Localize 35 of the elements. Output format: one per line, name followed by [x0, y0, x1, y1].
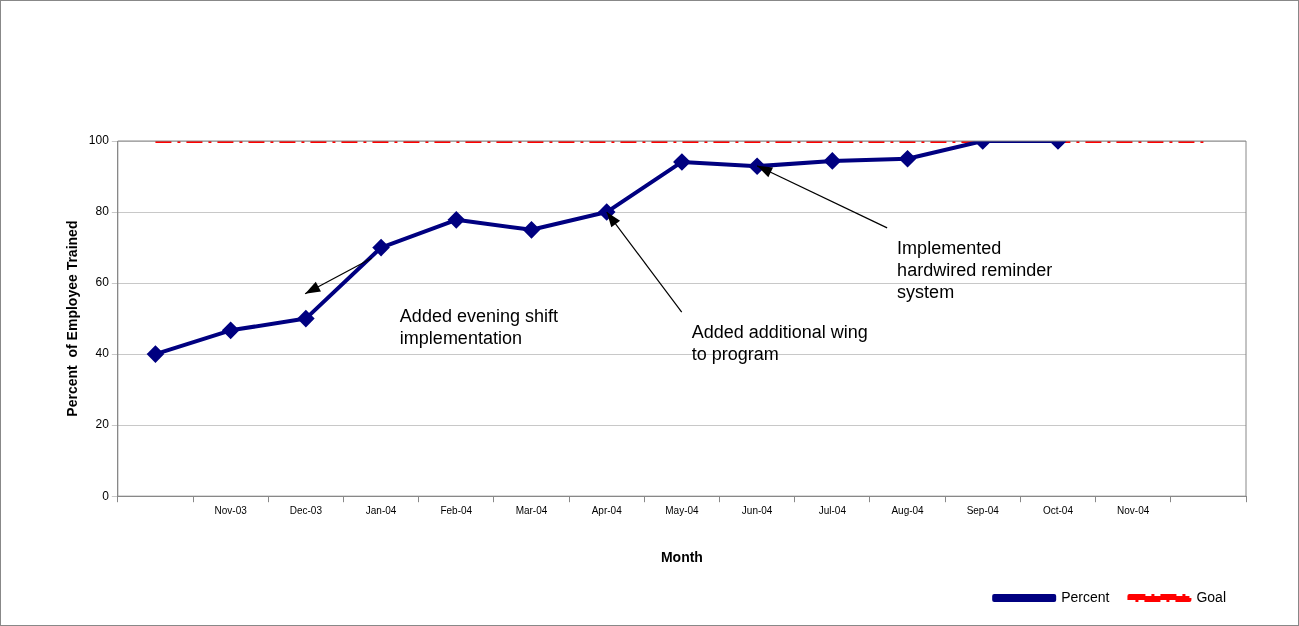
legend-label: Goal — [1196, 588, 1227, 605]
x-tick-label: Aug-04 — [891, 504, 925, 516]
x-tick-label: Apr-04 — [591, 504, 623, 516]
y-tick-label: 40 — [95, 346, 110, 361]
annotation: Added evening shift implementation — [399, 305, 558, 348]
point — [673, 153, 690, 170]
y-tick-label: 20 — [95, 417, 110, 432]
x-tick-label: Jul-04 — [818, 504, 847, 516]
annotation: Added additional wing to program — [691, 322, 868, 365]
x-axis-title: Month — [660, 549, 703, 566]
y-tick-label: 80 — [95, 204, 110, 219]
y-tick-label: 100 — [88, 133, 110, 148]
point — [222, 322, 239, 339]
x-tick-label: Nov-03 — [214, 504, 248, 516]
x-tick-label: May-04 — [665, 504, 700, 516]
x-tick-label: Mar-04 — [515, 504, 548, 516]
point — [297, 310, 314, 327]
x-tick-label: Jan-04 — [365, 504, 397, 516]
y-axis-title: Percent of Employee Trained — [64, 220, 81, 417]
annotation: Implemented hardwired reminder system — [897, 237, 1053, 302]
y-tick-label: 0 — [102, 488, 110, 503]
x-tick-label: Oct-04 — [1042, 504, 1074, 516]
point — [373, 239, 390, 256]
x-tick-label: Nov-04 — [1117, 504, 1150, 516]
point — [824, 152, 841, 169]
y-tick-label: 60 — [95, 275, 110, 290]
legend-label: Percent — [1061, 588, 1110, 605]
point — [448, 211, 465, 228]
x-tick-label: Dec-03 — [289, 504, 323, 516]
x-tick-label: Jun-04 — [741, 504, 773, 516]
point — [899, 150, 916, 167]
point — [523, 221, 540, 238]
x-tick-label: Sep-04 — [966, 504, 1000, 516]
x-tick-label: Feb-04 — [440, 504, 473, 516]
point — [147, 346, 164, 363]
